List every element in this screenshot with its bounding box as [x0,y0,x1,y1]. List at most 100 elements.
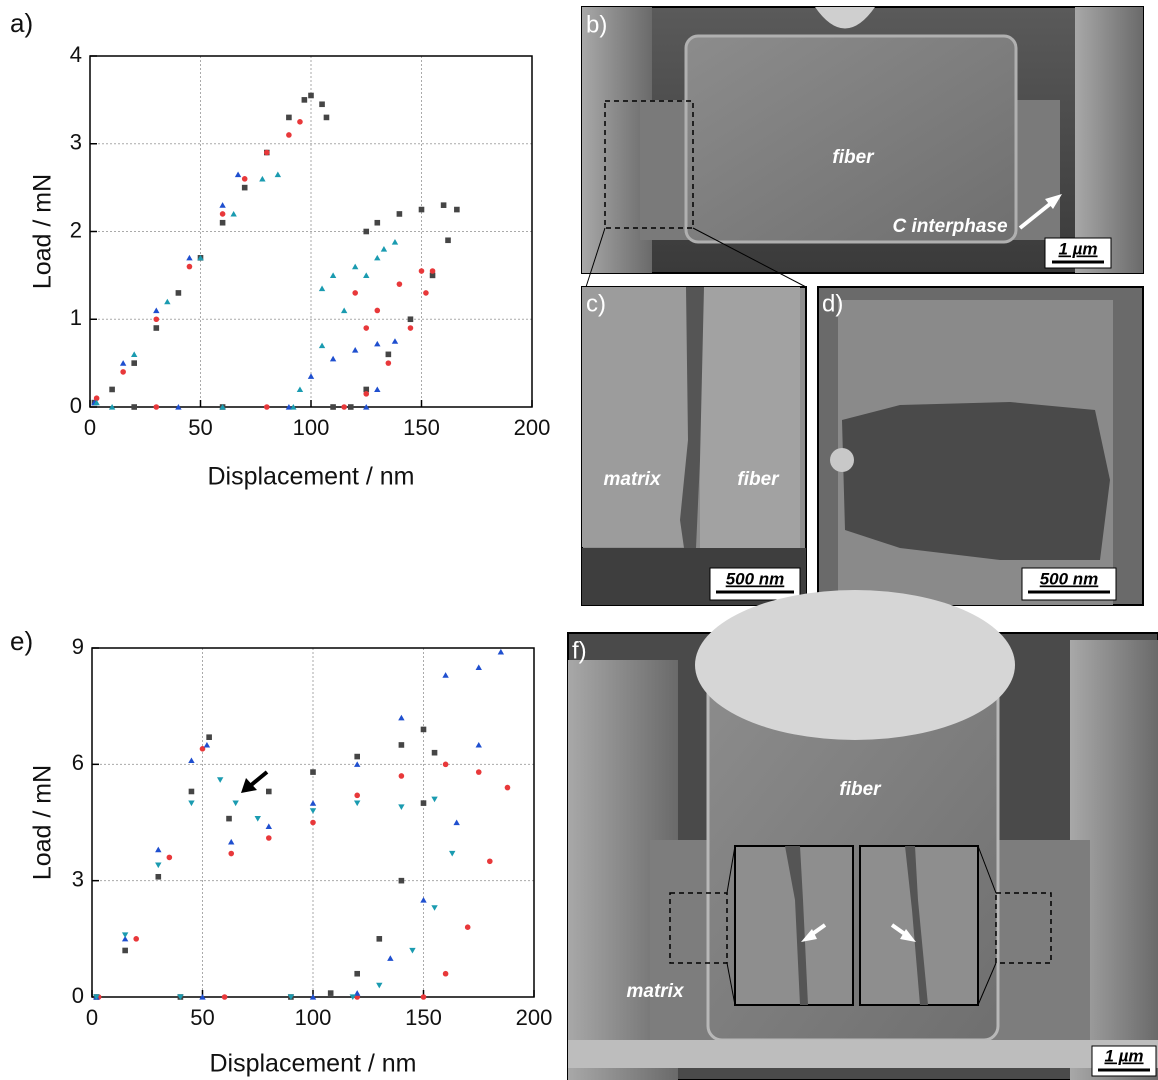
point [397,281,403,287]
arrow [250,772,267,786]
y-tick-label: 3 [72,866,84,891]
point [398,715,404,721]
image-label: c) [586,290,606,317]
point [204,742,210,748]
point [476,769,482,775]
sem-image-f: f) fiber matrix 1 µm [568,590,1158,1080]
point [131,351,137,357]
point [397,211,403,217]
point [363,391,369,397]
point [217,777,223,783]
point [505,785,511,791]
point [154,404,160,410]
figure: b) fiber C interphase 1 µm c) matrix fib… [0,0,1158,1080]
point [423,290,429,296]
point [421,727,427,733]
point [131,404,137,410]
scale-bar-label: 500 nm [726,569,785,588]
y-tick-label: 2 [70,217,82,242]
point [308,373,314,379]
image-label: b) [586,11,607,38]
point [408,316,414,322]
point [319,343,325,349]
y-tick-label: 3 [70,130,82,155]
point [354,801,360,807]
y-tick-label: 0 [70,393,82,418]
point [376,983,382,989]
point [319,101,325,107]
point [449,851,455,857]
point [264,150,270,156]
point [399,773,405,779]
point [381,246,387,252]
point [420,897,426,903]
point [476,742,482,748]
y-tick-label: 4 [70,42,82,67]
point [374,255,380,261]
point [386,360,392,366]
point [232,801,238,807]
annotation: matrix [603,469,661,490]
point [266,835,272,841]
point [302,97,308,103]
point [131,360,137,366]
point [310,800,316,806]
point [154,316,160,322]
point [189,789,195,795]
scale-bar-label: 500 nm [1040,569,1099,588]
point [487,858,493,864]
point [220,211,226,217]
point [476,664,482,670]
point [319,286,325,292]
point [188,801,194,807]
point [392,239,398,245]
point [354,971,360,977]
point [226,816,232,822]
point [341,307,347,313]
point [310,769,316,775]
point [352,347,358,353]
point [419,268,425,274]
point [441,202,447,208]
point [155,863,161,869]
point [399,878,405,884]
point [392,338,398,344]
annotation: C interphase [892,216,1008,237]
image-label: d) [822,290,843,317]
point [453,820,459,826]
x-axis-label: Displacement / nm [207,463,414,491]
point [308,93,314,99]
point [419,207,425,213]
point [442,672,448,678]
y-tick-label: 9 [72,634,84,659]
x-tick-label: 150 [405,1005,442,1030]
point [409,948,415,954]
point [275,171,281,177]
point [167,855,173,861]
point [297,119,303,125]
annotation: fiber [737,469,780,490]
sem-image-b: b) fiber C interphase 1 µm [582,7,1143,287]
point [443,971,449,977]
point [341,404,347,410]
point [286,115,292,121]
point [430,268,436,274]
point [310,808,316,814]
scale-bar-label: 1 µm [1058,239,1097,258]
annotation: fiber [839,779,882,800]
point [421,800,427,806]
point [297,386,303,392]
x-tick-label: 200 [514,415,551,440]
point [266,789,272,795]
point [153,307,159,313]
point [363,272,369,278]
point [186,255,192,261]
point [421,994,427,1000]
point [374,341,380,347]
x-tick-label: 200 [516,1005,553,1030]
point [363,229,369,235]
sem-image-c: c) matrix fiber 500 nm [582,287,806,605]
point [228,839,234,845]
point [375,308,381,314]
x-tick-label: 0 [86,1005,98,1030]
